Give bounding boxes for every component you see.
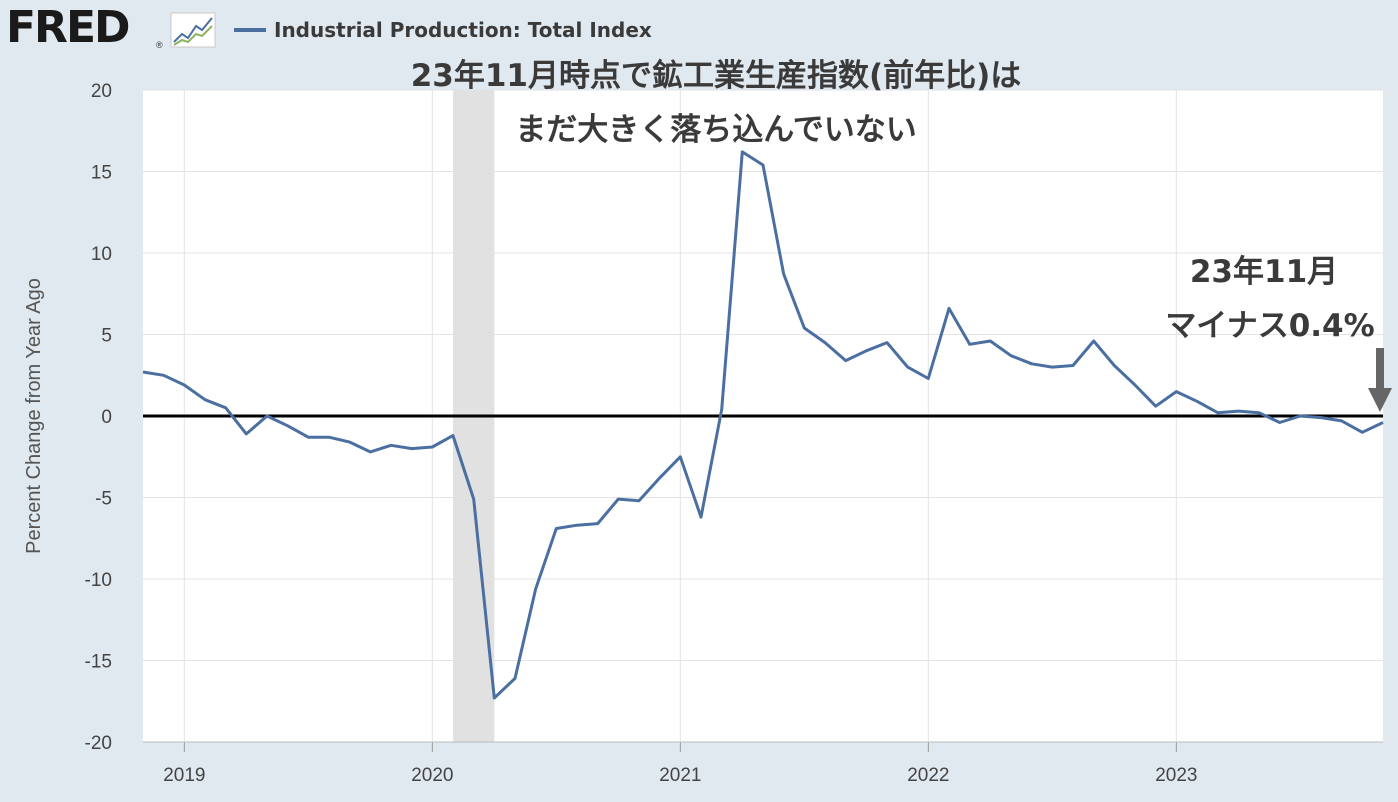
data-point [677, 454, 683, 460]
data-point [1318, 415, 1324, 421]
data-point [719, 406, 725, 412]
data-point [1029, 361, 1035, 367]
y-tick-label: -15 [85, 652, 112, 673]
data-point [471, 496, 477, 502]
registered-mark: ® [156, 40, 163, 50]
data-point [657, 475, 663, 481]
data-point [822, 340, 828, 346]
data-point [987, 338, 993, 344]
data-point [1008, 353, 1014, 359]
data-point [595, 521, 601, 527]
data-point [1049, 364, 1055, 370]
data-point [1132, 382, 1138, 388]
data-point [760, 162, 766, 168]
data-point [326, 434, 332, 440]
data-point [1091, 338, 1097, 344]
callout-annotation-line-1: 23年11月 [1190, 254, 1338, 290]
chart-legend[interactable]: Industrial Production: Total Index [234, 18, 652, 42]
y-tick-label: -20 [85, 733, 112, 754]
data-point [884, 340, 890, 346]
data-point [347, 439, 353, 445]
data-point [181, 382, 187, 388]
y-tick-label: 0 [101, 407, 112, 428]
x-axis: 2019 2020 2021 2022 2023 [143, 741, 1383, 786]
data-point [512, 675, 518, 681]
data-point [801, 325, 807, 331]
data-point [388, 442, 394, 448]
data-point [1194, 398, 1200, 404]
y-tick-label: -10 [85, 570, 112, 591]
fred-logo[interactable]: FRED [6, 2, 131, 53]
data-point [429, 444, 435, 450]
data-point [1380, 420, 1386, 426]
y-tick-label: 5 [101, 326, 112, 347]
data-point [1297, 413, 1303, 419]
data-point [305, 434, 311, 440]
data-point [1153, 403, 1159, 409]
data-point [1111, 362, 1117, 368]
data-point [450, 433, 456, 439]
data-point [1235, 408, 1241, 414]
legend-label: Industrial Production: Total Index [274, 18, 652, 42]
data-point [1173, 389, 1179, 395]
x-tick-label: 2020 [411, 765, 453, 786]
data-point [574, 522, 580, 528]
data-point [161, 372, 167, 378]
y-tick-label: 20 [91, 81, 112, 102]
chart-header: FRED ® Industrial Production: Total Inde… [0, 0, 1398, 60]
x-tick-label: 2023 [1155, 765, 1197, 786]
data-point [533, 586, 539, 592]
data-point [1339, 418, 1345, 424]
data-point [1070, 362, 1076, 368]
y-axis-label: Percent Change from Year Ago [23, 278, 45, 554]
data-point [863, 348, 869, 354]
data-point [243, 431, 249, 437]
data-point [1277, 420, 1283, 426]
x-tick-label: 2022 [907, 765, 949, 786]
data-point [615, 496, 621, 502]
data-point [1359, 429, 1365, 435]
headline-annotation-line-2: まだ大きく落ち込んでいない [515, 112, 916, 148]
callout-annotation-line-2: マイナス0.4% [1165, 308, 1374, 344]
data-point [264, 413, 270, 419]
data-point [967, 341, 973, 347]
y-axis: 20 15 10 5 0 -5 -10 -15 -20 [85, 81, 112, 754]
headline-annotation-line-1: 23年11月時点で鉱工業生産指数(前年比)は [411, 58, 1022, 94]
y-tick-label: 15 [91, 163, 112, 184]
data-point [491, 695, 497, 701]
data-point [553, 525, 559, 531]
data-point [636, 498, 642, 504]
data-point [140, 369, 146, 375]
data-point [202, 397, 208, 403]
data-point [843, 358, 849, 364]
y-tick-label: -5 [95, 489, 112, 510]
data-point [1215, 410, 1221, 416]
series-line-industrial-production[interactable] [142, 150, 1384, 700]
data-point [925, 376, 931, 382]
data-point [739, 149, 745, 155]
data-point [781, 271, 787, 277]
y-tick-label: 10 [91, 244, 112, 265]
data-point [367, 449, 373, 455]
x-tick-label: 2019 [163, 765, 205, 786]
data-point [1256, 410, 1262, 416]
legend-swatch [234, 28, 266, 32]
data-point [946, 305, 952, 311]
data-point [905, 364, 911, 370]
data-point [285, 423, 291, 429]
data-point [698, 514, 704, 520]
line-chart-icon [170, 12, 216, 48]
down-arrow-icon [1368, 348, 1392, 412]
x-tick-label: 2021 [659, 765, 701, 786]
data-point [223, 405, 229, 411]
data-point [409, 446, 415, 452]
